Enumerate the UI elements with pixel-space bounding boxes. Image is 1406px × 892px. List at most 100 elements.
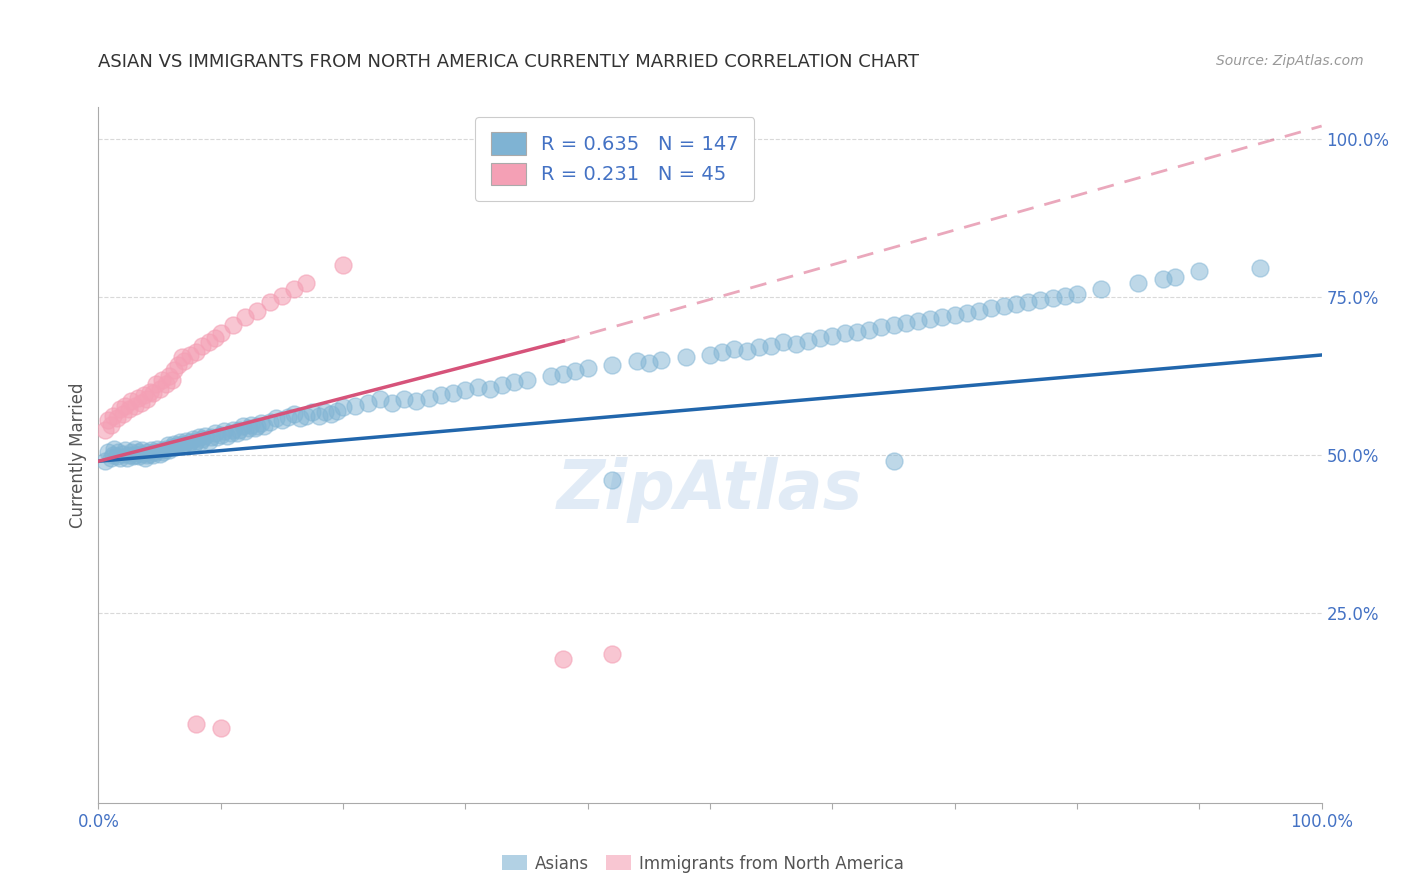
Point <box>454 384 477 398</box>
Point <box>215 429 238 443</box>
Point <box>101 409 124 423</box>
Point <box>136 444 159 458</box>
Point <box>290 411 312 425</box>
Point <box>129 447 152 461</box>
Point <box>1029 293 1052 307</box>
Point <box>179 348 201 362</box>
Point <box>191 339 214 353</box>
Point <box>956 305 979 319</box>
Point <box>772 335 794 350</box>
Point <box>1249 261 1271 276</box>
Point <box>115 451 138 466</box>
Point <box>93 423 115 437</box>
Point <box>181 432 204 446</box>
Point <box>142 448 165 462</box>
Point <box>491 378 513 392</box>
Point <box>314 405 336 419</box>
Point <box>326 403 349 417</box>
Point <box>170 350 193 364</box>
Legend: R = 0.635   N = 147, R = 0.231   N = 45: R = 0.635 N = 147, R = 0.231 N = 45 <box>475 117 755 201</box>
Point <box>173 354 195 368</box>
Point <box>222 318 245 333</box>
Point <box>553 367 575 381</box>
Point <box>225 425 247 440</box>
Text: ASIAN VS IMMIGRANTS FROM NORTH AMERICA CURRENTLY MARRIED CORRELATION CHART: ASIAN VS IMMIGRANTS FROM NORTH AMERICA C… <box>98 54 920 71</box>
Point <box>503 375 526 389</box>
Point <box>711 345 734 359</box>
Point <box>381 396 404 410</box>
Point <box>626 354 648 368</box>
Y-axis label: Currently Married: Currently Married <box>69 382 87 528</box>
Point <box>167 438 190 452</box>
Point <box>186 434 208 448</box>
Point <box>194 429 217 443</box>
Point <box>128 449 150 463</box>
Point <box>163 436 186 450</box>
Point <box>250 417 273 431</box>
Legend: Asians, Immigrants from North America: Asians, Immigrants from North America <box>495 848 911 880</box>
Point <box>209 721 232 735</box>
Point <box>100 451 122 466</box>
Point <box>97 413 120 427</box>
Point <box>748 340 770 354</box>
Point <box>150 373 173 387</box>
Point <box>600 473 623 487</box>
Point <box>139 384 162 399</box>
Point <box>136 448 159 462</box>
Point <box>200 430 222 444</box>
Point <box>761 339 783 353</box>
Point <box>209 427 232 442</box>
Point <box>1164 269 1187 284</box>
Point <box>675 350 697 364</box>
Point <box>132 388 155 402</box>
Point <box>564 364 586 378</box>
Point <box>165 440 187 454</box>
Point <box>980 301 1002 315</box>
Point <box>467 379 489 393</box>
Point <box>183 436 205 450</box>
Point <box>637 356 661 370</box>
Point <box>177 438 200 452</box>
Point <box>344 399 367 413</box>
Point <box>97 444 120 458</box>
Point <box>515 373 537 387</box>
Point <box>103 442 125 456</box>
Point <box>222 423 245 437</box>
Point <box>600 358 623 372</box>
Point <box>735 343 758 358</box>
Point <box>111 447 134 461</box>
Point <box>160 440 183 454</box>
Point <box>204 331 226 345</box>
Point <box>723 342 745 356</box>
Point <box>127 444 149 458</box>
Point <box>136 392 159 407</box>
Point <box>157 438 180 452</box>
Point <box>139 447 162 461</box>
Point <box>356 396 378 410</box>
Point <box>205 430 228 444</box>
Point <box>107 444 129 458</box>
Point <box>1017 294 1039 309</box>
Point <box>1128 276 1150 290</box>
Point <box>368 392 391 407</box>
Point <box>246 303 269 318</box>
Point <box>197 434 219 448</box>
Point <box>418 391 440 405</box>
Point <box>259 294 281 309</box>
Point <box>197 335 219 350</box>
Point <box>295 409 318 423</box>
Point <box>179 435 201 450</box>
Point <box>118 448 141 462</box>
Point <box>295 276 318 290</box>
Point <box>121 449 143 463</box>
Point <box>134 451 156 466</box>
Point <box>105 411 128 425</box>
Point <box>1042 291 1064 305</box>
Point <box>120 444 142 458</box>
Point <box>110 402 132 417</box>
Point <box>993 299 1015 313</box>
Point <box>1053 288 1076 302</box>
Point <box>308 409 330 423</box>
Point <box>277 409 299 424</box>
Point <box>405 394 427 409</box>
